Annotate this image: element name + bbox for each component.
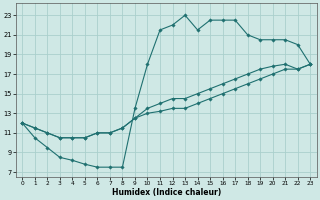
X-axis label: Humidex (Indice chaleur): Humidex (Indice chaleur) — [112, 188, 221, 197]
